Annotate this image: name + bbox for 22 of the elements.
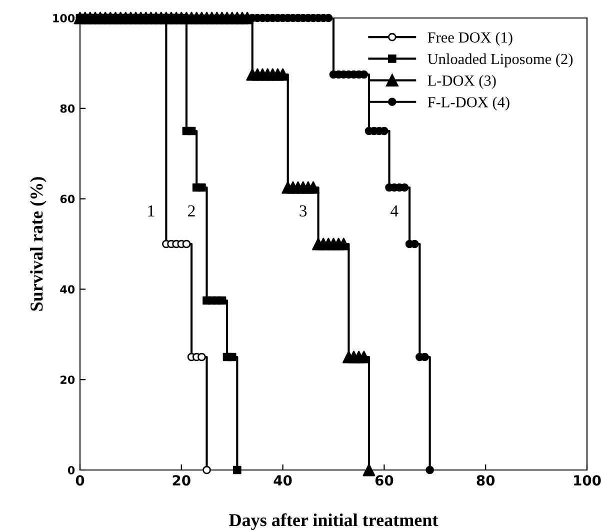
y-axis-title: Survival rate (%) (30, 177, 46, 311)
legend-label: Free DOX (1) (428, 32, 512, 46)
annotation: 3 (300, 205, 307, 217)
y-tick-label: 0 (68, 466, 75, 474)
x-tick-label: 80 (476, 475, 495, 486)
y-tick-label: 20 (60, 376, 75, 384)
legend-label: Unloaded Liposome (2) (428, 53, 573, 68)
x-tick-label: 20 (172, 475, 190, 486)
annotation: 2 (188, 205, 195, 216)
x-tick-label: 40 (274, 475, 292, 486)
annotation: 1 (148, 205, 154, 216)
y-tick-label: 80 (60, 104, 75, 113)
y-tick-label: 100 (53, 14, 75, 22)
legend-label: L-DOX (3) (428, 75, 496, 89)
annotation: 4 (390, 205, 398, 216)
legend-label: F-L-DOX (4) (428, 96, 510, 110)
x-axis-title: Days after initial treatment (229, 513, 438, 530)
y-tick-label: 60 (60, 194, 75, 204)
x-tick-label: 100 (574, 475, 601, 486)
x-tick-label: 60 (375, 475, 394, 486)
x-tick-label: 0 (76, 475, 84, 486)
y-tick-label: 40 (60, 285, 75, 294)
